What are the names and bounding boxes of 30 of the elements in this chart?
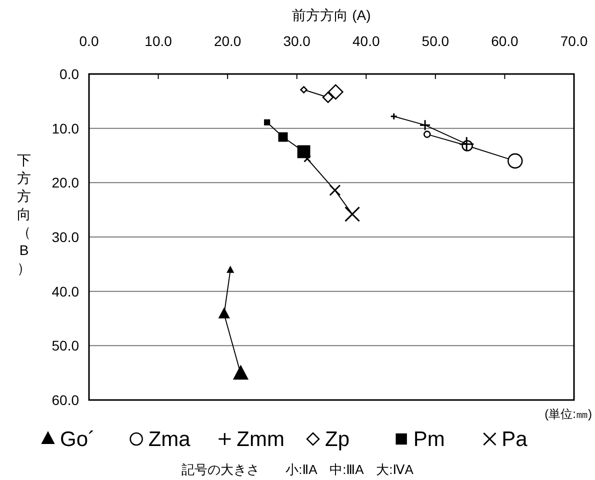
point [278, 132, 288, 142]
x-tick-label: 0.0 [79, 33, 99, 49]
x-tick-label: 10.0 [144, 33, 172, 49]
y-axis-title: 下方方向（B） [17, 152, 31, 276]
y-tick-label: 20.0 [52, 174, 80, 191]
y-tick-label: 0.0 [60, 66, 80, 82]
y-tick-label: 50.0 [52, 338, 80, 354]
y-tick-label: 10.0 [52, 120, 80, 136]
x-tick-label: 20.0 [214, 33, 242, 49]
x-tick-label: 70.0 [560, 33, 588, 49]
x-tick-label: 30.0 [283, 33, 311, 49]
legend-label: Pm [413, 428, 445, 451]
legend-label: Zp [325, 428, 350, 451]
y-tick-label: 60.0 [52, 392, 80, 408]
point [419, 119, 431, 131]
legend-label: Zmm [236, 428, 284, 451]
legend-label: Zma [148, 428, 191, 451]
text: (単位:㎜) [544, 407, 592, 421]
y-tick-label: 30.0 [52, 229, 80, 245]
text: 記号の大きさ 小:ⅡA 中:ⅢA 大:ⅣA [182, 462, 414, 477]
point [329, 184, 341, 196]
point [218, 308, 230, 318]
x-tick-label: 40.0 [352, 33, 380, 49]
legend-label: Pa [502, 428, 528, 451]
legend-label: Go´ [60, 428, 96, 451]
point [322, 92, 334, 104]
x-tick-label: 50.0 [422, 33, 450, 49]
x-tick-label: 60.0 [491, 33, 519, 49]
y-tick-label: 40.0 [52, 283, 80, 300]
x-axis-title: 前方方向 (A) [292, 7, 371, 23]
